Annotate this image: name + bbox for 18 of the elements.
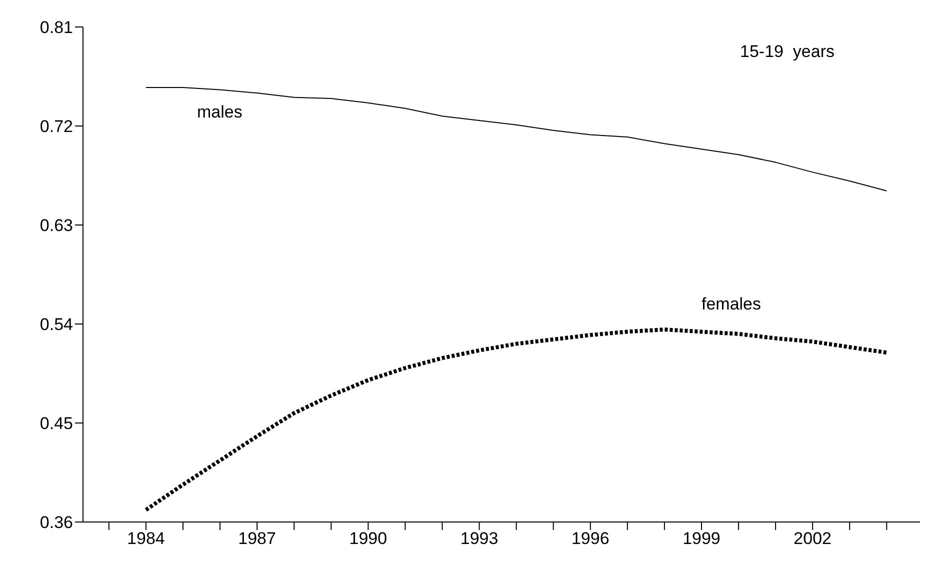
y-tick-label: 0.54 [40, 315, 73, 334]
x-tick-label: 1987 [238, 529, 276, 548]
series-label: males [196, 102, 242, 122]
x-tick-label: 2002 [794, 529, 832, 548]
series-label: females [701, 294, 762, 314]
x-tick-label: 1999 [682, 529, 720, 548]
y-tick-label: 0.63 [40, 216, 73, 236]
y-tick-label: 0.36 [40, 513, 73, 532]
y-tick-label: 0.81 [40, 18, 73, 38]
x-tick-label: 1996 [571, 529, 610, 548]
x-tick-label: 1993 [460, 529, 498, 548]
line-series [144, 328, 889, 512]
x-tick-label: 1984 [127, 529, 165, 548]
y-tick-label: 0.45 [40, 414, 73, 434]
y-tick-label: 0.72 [40, 117, 73, 136]
annotation: 15-19 years [740, 42, 834, 61]
x-tick-label: 1990 [349, 529, 388, 548]
line-series [145, 87, 888, 192]
